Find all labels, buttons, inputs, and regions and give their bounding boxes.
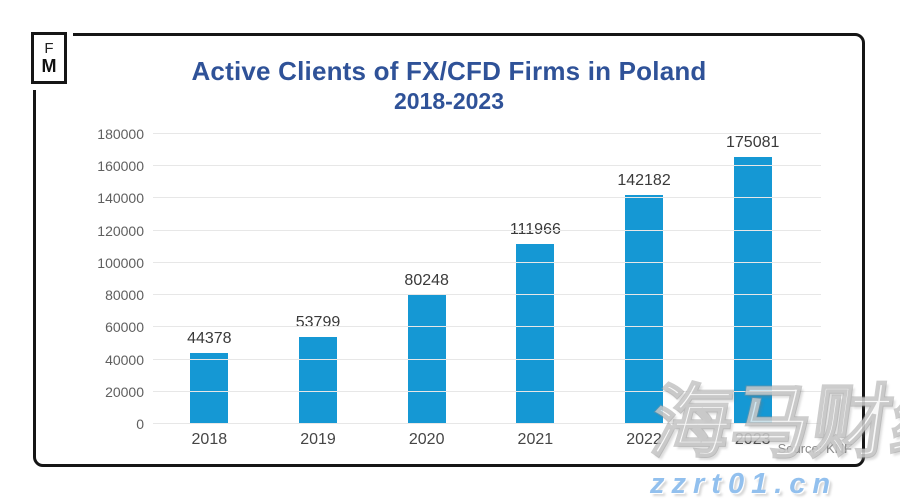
- y-axis-tick-label: 60000: [105, 319, 144, 336]
- x-axis-tick-label: 2023: [734, 431, 771, 448]
- chart-card: Active Clients of FX/CFD Firms in Poland…: [33, 33, 865, 467]
- gridline: [153, 358, 821, 360]
- chart-title: Active Clients of FX/CFD Firms in Poland: [191, 56, 707, 86]
- gridline: [153, 326, 821, 328]
- bar-value-label: 53799: [295, 314, 341, 332]
- bar-value-label: 44378: [187, 329, 232, 347]
- fm-logo-box: F M: [31, 32, 67, 84]
- y-axis-tick-label: 20000: [105, 383, 144, 400]
- bar-value-label: 142182: [617, 171, 671, 189]
- gridline: [153, 133, 821, 134]
- bar-2019: [299, 337, 337, 424]
- x-axis-tick-label: 2022: [626, 431, 662, 448]
- y-axis-tick-label: 160000: [97, 158, 144, 175]
- bar-slot-2019: 53799: [264, 134, 373, 424]
- bar-value-label: 175081: [726, 134, 780, 151]
- bar-slot-2018: 44378: [155, 134, 264, 424]
- fm-logo-letter-m: M: [41, 55, 57, 76]
- y-axis-tick-label: 0: [136, 416, 144, 432]
- bar-2022: [625, 194, 664, 424]
- gridline: [153, 165, 821, 167]
- y-axis-tick-label: 140000: [97, 190, 144, 207]
- fm-logo-letter-f: F: [44, 40, 54, 58]
- bar-value-label: 80248: [404, 271, 449, 289]
- bar-slot-2022: 142182: [590, 134, 699, 424]
- gridline: [153, 423, 821, 424]
- gridline: [153, 261, 821, 263]
- bar-value-label: 111966: [509, 220, 561, 238]
- gridline: [153, 390, 821, 392]
- y-axis-tick-label: 100000: [97, 254, 144, 271]
- x-axis-tick-label: 2020: [408, 431, 445, 448]
- chart-subtitle: 2018-2023: [394, 88, 504, 114]
- gridline: [153, 197, 821, 199]
- x-axis-tick-label: 2018: [191, 431, 228, 448]
- y-axis-tick-label: 40000: [105, 351, 144, 368]
- bars-row: 44378 53799 80248 111966 142182 175081: [155, 134, 807, 424]
- plot-area: 44378 53799 80248 111966 142182 175081 2018 20…: [97, 126, 821, 448]
- gridline: [153, 294, 821, 296]
- bar-slot-2020: 80248: [372, 134, 481, 424]
- x-axis-tick-label: 2019: [300, 431, 336, 448]
- y-axis-tick-label: 120000: [97, 222, 144, 239]
- source-label: Source: KNF: [777, 441, 852, 456]
- bar-2023: [733, 157, 772, 424]
- x-axis-tick-label: 2021: [517, 431, 554, 448]
- bar-slot-2021: 111966: [481, 134, 590, 424]
- y-axis-tick-label: 180000: [97, 126, 144, 142]
- bar-2018: [190, 352, 229, 424]
- fm-logo: F M: [25, 26, 73, 90]
- bar-2021: [516, 243, 555, 424]
- watermark-url: zzrt01.cn: [650, 468, 838, 499]
- x-axis-labels: 2018 2019 2020 2021 2022 2023: [155, 431, 807, 449]
- gridline: [153, 229, 821, 231]
- bar-slot-2023: 175081: [698, 134, 807, 424]
- y-axis-tick-label: 80000: [105, 287, 144, 304]
